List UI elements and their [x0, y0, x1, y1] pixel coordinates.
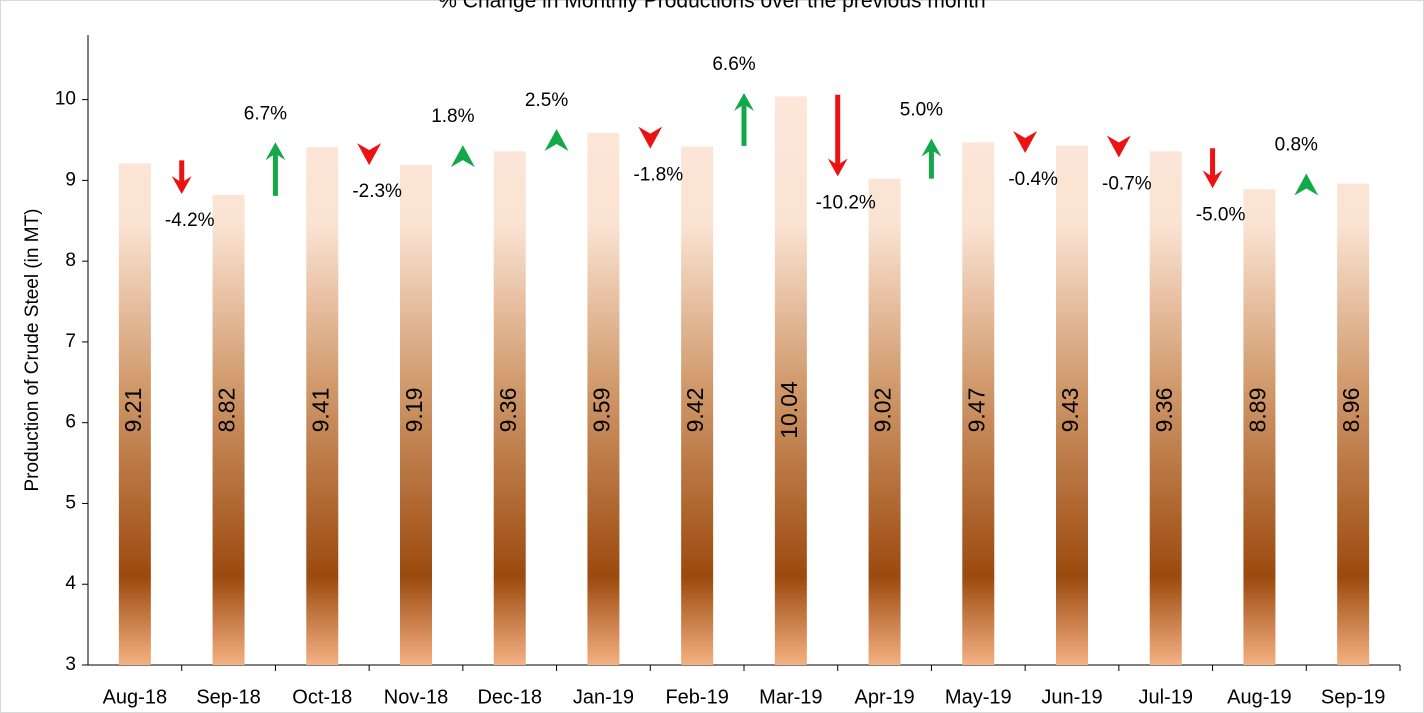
down-arrow — [357, 143, 382, 166]
change-label: -5.0% — [1196, 204, 1246, 225]
value-label: 9.19 — [401, 388, 427, 433]
y-tick-label: 4 — [65, 573, 76, 594]
x-tick-label: Sep-18 — [196, 686, 261, 708]
down-arrow — [1202, 148, 1223, 189]
down-arrow — [638, 126, 663, 149]
change-label: 6.7% — [244, 103, 287, 124]
y-tick-label: 3 — [65, 654, 76, 675]
down-arrow — [1013, 131, 1038, 154]
change-label: 0.8% — [1275, 134, 1318, 155]
bar — [118, 163, 151, 665]
y-tick-label: 5 — [65, 492, 76, 513]
y-tick-label: 9 — [65, 169, 76, 190]
value-label: 8.96 — [1338, 388, 1364, 433]
value-label: 9.02 — [870, 388, 896, 433]
change-label: 5.0% — [900, 100, 943, 121]
bar — [1243, 189, 1276, 665]
x-tick-label: Aug-18 — [103, 686, 168, 708]
change-label: -10.2% — [816, 192, 876, 213]
x-tick-label: Oct-18 — [292, 686, 352, 708]
x-tick-label: Aug-19 — [1227, 686, 1292, 708]
value-label: 8.82 — [214, 388, 240, 433]
bar — [868, 178, 901, 665]
x-tick-label: Jun-19 — [1041, 686, 1102, 708]
up-arrow — [450, 145, 475, 168]
bar — [1337, 183, 1370, 665]
x-tick-label: Jul-19 — [1138, 686, 1192, 708]
bar — [962, 142, 995, 665]
change-label: 1.8% — [431, 106, 474, 127]
value-label: 10.04 — [776, 381, 802, 439]
y-tick-label: 10 — [55, 89, 76, 110]
value-label: 9.47 — [963, 388, 989, 433]
change-label: 6.6% — [712, 54, 755, 75]
down-arrow — [1106, 135, 1131, 158]
bar — [681, 146, 714, 665]
x-tick-label: Jan-19 — [573, 686, 634, 708]
value-label: 9.43 — [1057, 388, 1083, 433]
chart-title: % Change in Monthly Productions over the… — [438, 0, 985, 13]
change-label: 2.5% — [525, 90, 568, 111]
bar — [1149, 151, 1182, 666]
value-label: 9.36 — [1151, 388, 1177, 433]
bar — [774, 96, 807, 665]
up-arrow — [921, 138, 942, 179]
x-tick-label: Dec-18 — [477, 686, 541, 708]
y-tick-label: 6 — [65, 412, 76, 433]
change-label: -2.3% — [352, 181, 402, 202]
up-arrow — [1294, 173, 1319, 196]
down-arrow — [827, 94, 848, 177]
value-label: 9.21 — [120, 388, 146, 433]
bar — [306, 147, 339, 665]
bar — [400, 165, 432, 666]
x-tick-label: Sep-19 — [1321, 686, 1386, 708]
up-arrow — [544, 129, 569, 152]
y-tick-label: 8 — [65, 250, 76, 271]
down-arrow — [171, 160, 192, 194]
up-arrow — [734, 93, 754, 146]
value-label: 9.41 — [307, 388, 333, 433]
bar — [587, 132, 620, 665]
change-label: -4.2% — [165, 210, 215, 231]
bar — [493, 151, 526, 666]
bar — [212, 194, 245, 665]
change-label: -1.8% — [633, 165, 683, 186]
y-tick-label: 7 — [65, 331, 76, 352]
x-tick-label: May-19 — [945, 686, 1012, 708]
x-tick-label: Apr-19 — [855, 686, 915, 708]
y-axis-label: Production of Crude Steel (in MT) — [22, 208, 43, 491]
change-label: -0.4% — [1008, 169, 1058, 190]
value-label: 9.59 — [589, 388, 615, 433]
change-label: -0.7% — [1102, 173, 1152, 194]
value-label: 9.42 — [682, 388, 708, 433]
value-label: 8.89 — [1245, 388, 1271, 433]
value-label: 9.36 — [495, 388, 521, 433]
x-tick-label: Feb-19 — [665, 686, 728, 708]
x-tick-label: Nov-18 — [384, 686, 448, 708]
bar — [1056, 145, 1088, 666]
up-arrow — [265, 142, 286, 196]
x-tick-label: Mar-19 — [759, 686, 822, 708]
